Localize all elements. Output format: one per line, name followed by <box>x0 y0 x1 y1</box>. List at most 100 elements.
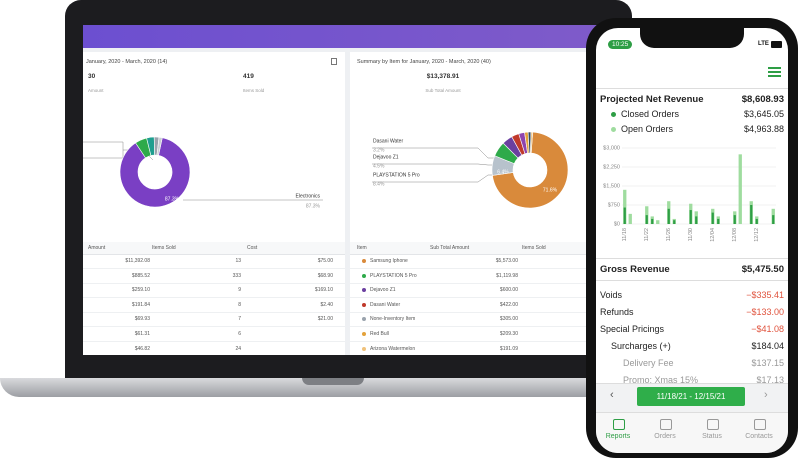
laptop-base <box>0 378 642 397</box>
row-divider <box>83 282 345 284</box>
x-tick-label: 11/26 <box>666 228 672 241</box>
stat-value: 30 <box>88 73 96 80</box>
menu-button[interactable] <box>768 67 781 78</box>
table-cell: $169.10 <box>314 287 333 294</box>
row-divider <box>350 341 612 342</box>
table-cell: 9 <box>238 287 241 294</box>
metric-value: $5,475.50 <box>741 264 784 275</box>
column-header[interactable]: Amount <box>88 245 106 251</box>
bar <box>667 208 670 224</box>
legend-dot <box>362 317 366 322</box>
tab-icon[interactable] <box>754 419 766 430</box>
line-value: $137.15 <box>751 358 784 368</box>
row-divider <box>350 311 612 313</box>
prev-button[interactable]: ‹ <box>610 389 614 401</box>
app-header <box>83 25 612 48</box>
x-tick-label: 11/22 <box>644 228 650 241</box>
item-name: Red Bull <box>370 331 389 337</box>
tab-label[interactable]: Status <box>702 433 722 440</box>
table-cell: $422.00 <box>499 301 518 308</box>
metric-label: Gross Revenue <box>600 264 670 275</box>
slice-label: 6.4% <box>497 169 509 175</box>
row-divider <box>83 326 345 328</box>
bar <box>673 220 676 224</box>
table-cell: 333 <box>232 272 241 279</box>
menu-line <box>768 71 781 73</box>
row-divider <box>83 311 345 313</box>
bar <box>711 212 714 224</box>
callout-line <box>372 147 499 159</box>
table-cell: 6 <box>238 331 241 337</box>
stat-label: Amount <box>88 88 104 93</box>
line-value: −$133.00 <box>746 307 784 317</box>
bar <box>772 215 775 224</box>
callout-line <box>372 163 499 166</box>
item-name: Arizona Watermelon <box>370 345 416 352</box>
line-label: Surcharges (+) <box>611 341 671 351</box>
legend-dot <box>611 112 616 117</box>
legend-dot <box>611 127 616 132</box>
slice-label: 87.3% <box>165 196 180 202</box>
donut-slice <box>530 131 533 154</box>
callout-label: Dasani Water <box>373 138 403 144</box>
graphic: Dasani Water 3.2%Dejavoo Z1 4.5% PLAYSTATIO… <box>372 131 569 209</box>
tab-icon[interactable] <box>660 419 672 430</box>
callout-value: 3.2% <box>373 147 385 153</box>
tab-label[interactable]: Reports <box>605 433 631 440</box>
row-divider <box>83 268 345 269</box>
tab-label[interactable]: Contacts <box>745 433 773 440</box>
y-tick-label: $2,250 <box>603 164 620 170</box>
callout-value: 87.3% <box>306 203 321 209</box>
table-cell: $305.00 <box>499 316 518 323</box>
table-cell: $885.52 <box>131 272 150 279</box>
column-header[interactable]: Cost <box>247 245 258 251</box>
x-tick-label: 11/30 <box>688 228 694 241</box>
column-header[interactable]: Items Sold <box>152 245 176 251</box>
x-tick-label: 11/18 <box>622 228 628 241</box>
item-summary-card <box>83 52 345 355</box>
date-range-button[interactable]: 11/18/21 - 12/15/21 <box>637 387 745 406</box>
item-name: Samsung Iphone <box>370 258 408 264</box>
panel-title: Summary by Item for January, 2020 - Marc… <box>357 59 491 65</box>
next-button[interactable]: › <box>764 389 768 401</box>
line-label: Promo: Xmas 15% <box>623 375 699 385</box>
tab-icon[interactable] <box>707 419 719 430</box>
line-value: $17.13 <box>756 375 784 385</box>
column-header[interactable]: Items Sold <box>522 245 546 251</box>
line-value: −$335.41 <box>746 290 784 300</box>
bar <box>689 210 692 224</box>
bar <box>750 205 753 224</box>
status-time: 10:25 <box>608 40 633 49</box>
table-cell: $259.10 <box>131 287 150 294</box>
item-summary-card <box>350 52 612 355</box>
x-tick-label: 12/08 <box>732 228 738 242</box>
donut-slice <box>492 131 569 209</box>
line-value: −$41.08 <box>751 324 784 334</box>
phone-screen: 10:25 LTE Projected Net Revenue $8,608.93 Cl… <box>596 28 788 453</box>
row-divider <box>350 297 612 299</box>
column-header[interactable]: Item <box>357 245 367 251</box>
laptop-notch <box>302 378 364 385</box>
tab-label[interactable]: Orders <box>654 433 676 440</box>
callout-value: 4.5% <box>373 163 385 169</box>
table-cell: $46.82 <box>134 345 150 352</box>
table-cell: $11,392.08 <box>125 258 150 264</box>
table-cell: $75.00 <box>317 258 333 264</box>
table-cell: 13 <box>235 258 241 264</box>
line-label: Special Pricings <box>600 324 665 334</box>
table-cell: $600.00 <box>499 287 518 294</box>
row-divider <box>350 282 612 284</box>
donut-slice <box>119 137 191 208</box>
export-icon[interactable] <box>331 58 337 65</box>
tab-icon[interactable] <box>613 419 625 430</box>
line-label: Voids <box>600 290 623 300</box>
column-header[interactable]: Sub Total Amount <box>430 245 470 251</box>
graphic: 87.3% Electronics 87.3% <box>83 136 323 209</box>
table-cell: $1,119.98 <box>496 272 518 279</box>
line-label: Refunds <box>600 307 634 317</box>
bar <box>651 218 654 224</box>
callout-label: Dejavoo Z1 <box>373 154 399 160</box>
bar <box>717 218 720 224</box>
bar <box>656 220 660 224</box>
